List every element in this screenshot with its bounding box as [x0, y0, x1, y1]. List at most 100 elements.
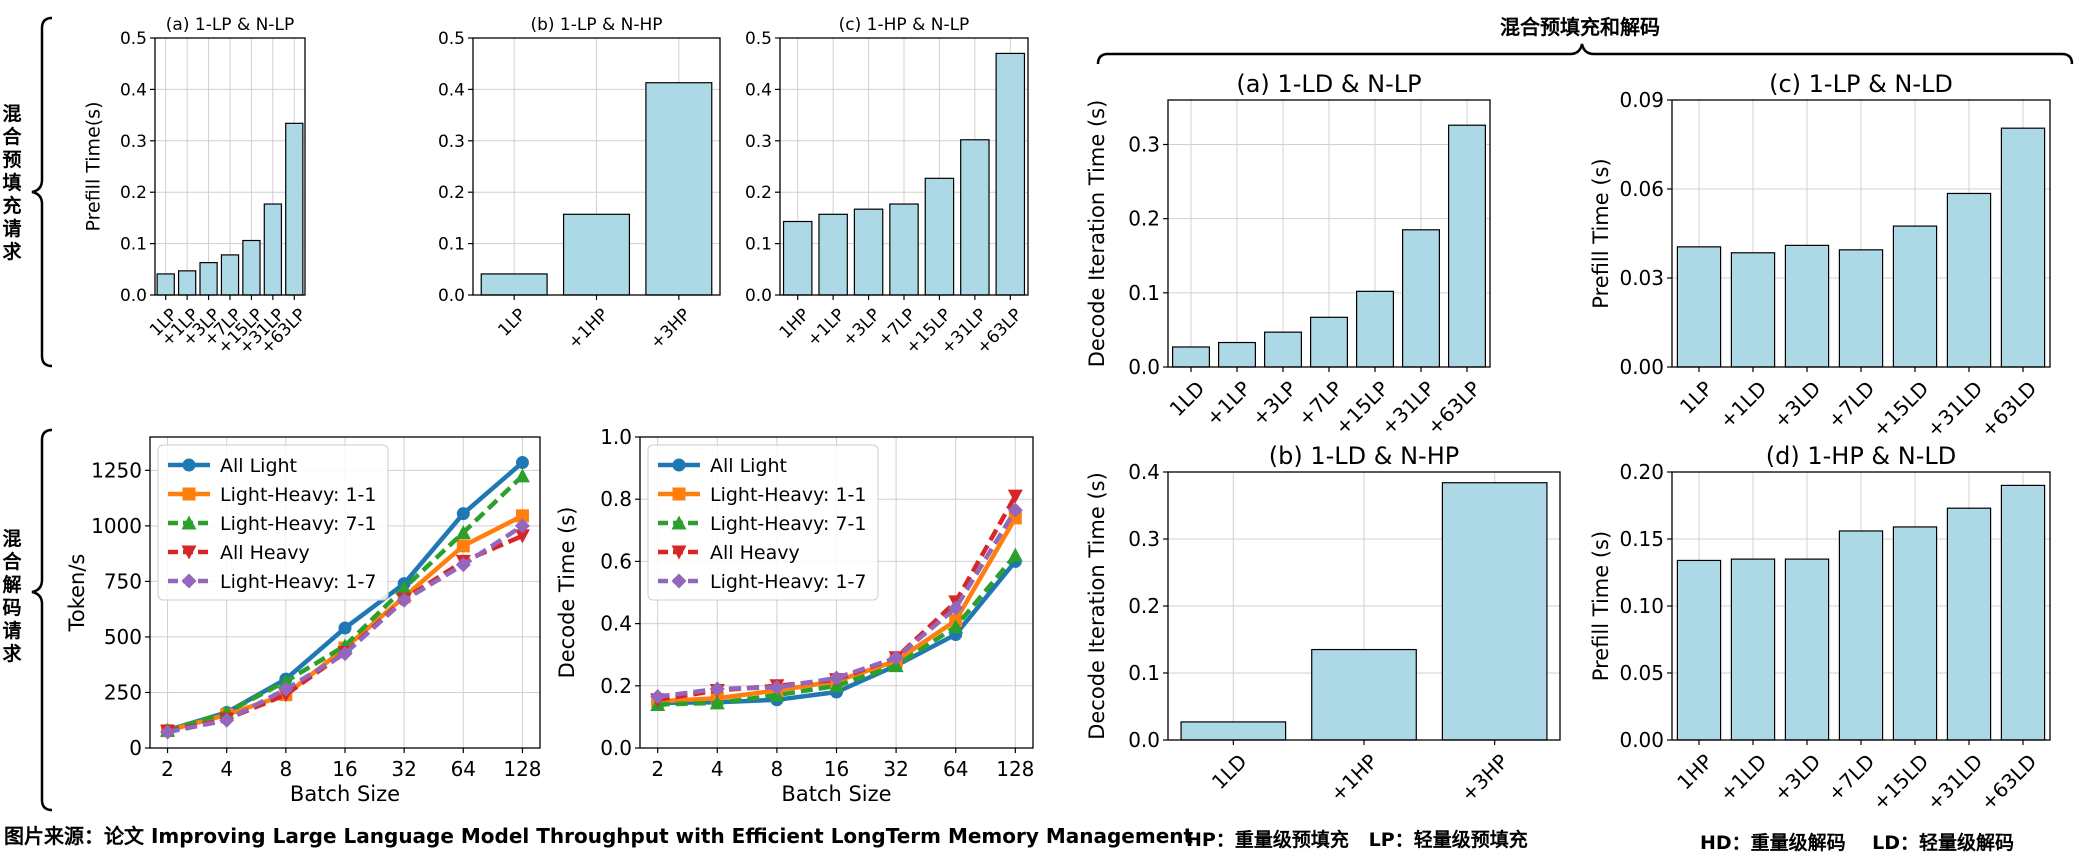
- x-tick-label: 1LP: [494, 305, 530, 341]
- chart-title: (b) 1-LP & N-HP: [530, 15, 662, 35]
- data-point: [219, 712, 235, 728]
- y-tick-label: 0.3: [745, 132, 772, 152]
- x-tick-label: 32: [391, 757, 416, 781]
- side-char: 合: [2, 125, 22, 148]
- data-point: [672, 487, 686, 501]
- chart-p1: 0.00.10.20.30.40.51LP+1LP+3LP+7LP+15LP+3…: [83, 15, 311, 358]
- y-tick-label: 0.3: [1128, 133, 1160, 157]
- x-tick-label: 128: [503, 757, 541, 781]
- x-tick-label: +3HP: [1456, 749, 1513, 806]
- bar: [1946, 192, 1992, 368]
- bar: [1447, 124, 1486, 368]
- side-char: 充: [2, 194, 21, 217]
- bar: [1309, 316, 1348, 368]
- y-tick-label: 0.2: [438, 183, 465, 203]
- data-point: [515, 509, 529, 523]
- side-char: 混: [2, 103, 21, 125]
- y-tick-label: 0.05: [1619, 661, 1664, 685]
- x-tick-label: 8: [279, 757, 292, 781]
- legend-entry: All Heavy: [220, 542, 310, 564]
- brace-mixed: [1096, 43, 2074, 65]
- x-tick-label: +31LD: [1922, 376, 1988, 442]
- chart-q1: 0 250 500 750 1000 1250 2 4 8 16 32 64 128 Batch Size…: [65, 436, 542, 806]
- bar: [1784, 558, 1830, 741]
- y-tick-label: 0.3: [438, 132, 465, 152]
- x-tick-label: 64: [451, 757, 476, 781]
- data-point: [514, 529, 530, 544]
- brace-top: [31, 16, 53, 368]
- y-tick-label: 750: [104, 569, 142, 593]
- data-point: [182, 458, 196, 472]
- bar: [1838, 530, 1884, 741]
- data-point: [182, 487, 196, 501]
- data-point: [456, 539, 470, 553]
- legend-entry: All Light: [710, 455, 787, 477]
- side-char: 合: [2, 550, 22, 573]
- x-tick-label: +1HP: [564, 305, 612, 353]
- y-tick-label: 0.03: [1619, 266, 1664, 290]
- chart-title: (c) 1-LP & N-LD: [1769, 70, 1953, 98]
- y-axis-label: Prefill Time(s): [83, 102, 105, 232]
- legend-box: [647, 444, 879, 601]
- bar: [1676, 559, 1722, 741]
- x-tick-label: +63LD: [1976, 749, 2042, 815]
- data-point: [672, 458, 686, 472]
- y-axis-label: Decode Iteration Time (s): [1085, 472, 1109, 740]
- bar: [1730, 252, 1776, 368]
- y-tick-label: 0.0: [1128, 728, 1160, 752]
- bar: [1217, 341, 1256, 368]
- x-tick-label: 16: [332, 757, 357, 781]
- x-tick-label: 64: [943, 757, 968, 781]
- data-point: [456, 507, 470, 521]
- side-char: 填: [2, 171, 21, 194]
- y-tick-label: 0.0: [600, 736, 632, 760]
- x-tick-label: 1LD: [1207, 749, 1252, 794]
- brace-bottom: [31, 428, 53, 812]
- bar: [177, 270, 197, 296]
- bar: [1441, 482, 1548, 741]
- bar: [1892, 526, 1938, 741]
- x-tick-label: +15LD: [1868, 749, 1934, 815]
- legend-entry: Light-Heavy: 1-1: [220, 484, 376, 506]
- bar: [1946, 507, 1992, 741]
- y-tick-label: 0.00: [1619, 355, 1664, 379]
- data-point: [160, 724, 176, 740]
- x-tick-label: 128: [996, 757, 1034, 781]
- data-point: [709, 681, 725, 697]
- bar: [562, 213, 631, 296]
- side-char: 解: [2, 573, 21, 596]
- data-point: [769, 679, 785, 695]
- legend-entry: Light-Heavy: 7-1: [710, 513, 866, 535]
- y-tick-label: 500: [104, 625, 142, 649]
- bar: [1263, 331, 1302, 368]
- y-tick-label: 0.09: [1619, 88, 1664, 112]
- bar: [1180, 721, 1287, 741]
- y-tick-label: 0.1: [1128, 661, 1160, 685]
- legend-entry: Light-Heavy: 1-7: [220, 571, 376, 593]
- data-point: [1007, 489, 1023, 504]
- x-tick-label: 1HP: [1672, 749, 1717, 794]
- y-tick-label: 0.6: [600, 549, 632, 573]
- bar: [1892, 225, 1938, 368]
- bar: [1355, 290, 1394, 368]
- y-tick-label: 0.4: [120, 80, 147, 100]
- mixed-header: 混合预填充和解码: [1500, 15, 1660, 39]
- data-point: [455, 525, 471, 540]
- data-point: [278, 681, 294, 697]
- y-tick-label: 0.5: [438, 29, 465, 49]
- y-tick-label: 0.8: [600, 487, 632, 511]
- x-tick-label: 32: [883, 757, 908, 781]
- y-tick-label: 0.4: [1128, 460, 1160, 484]
- y-tick-label: 0.15: [1619, 527, 1664, 551]
- legend-prefill-abbrev: HP：重量级预填充 LP：轻量级预填充: [1186, 828, 1528, 851]
- data-point: [181, 573, 197, 589]
- data-point: [514, 468, 530, 483]
- x-tick-label: +3LD: [1769, 749, 1826, 806]
- bar: [960, 139, 990, 296]
- bar: [2000, 484, 2046, 741]
- y-tick-label: 250: [104, 680, 142, 704]
- x-tick-label: 8: [771, 757, 784, 781]
- chart-r2: 0.000.030.060.091LP+1LD+3LD+7LD+15LD+31L…: [1589, 70, 2051, 442]
